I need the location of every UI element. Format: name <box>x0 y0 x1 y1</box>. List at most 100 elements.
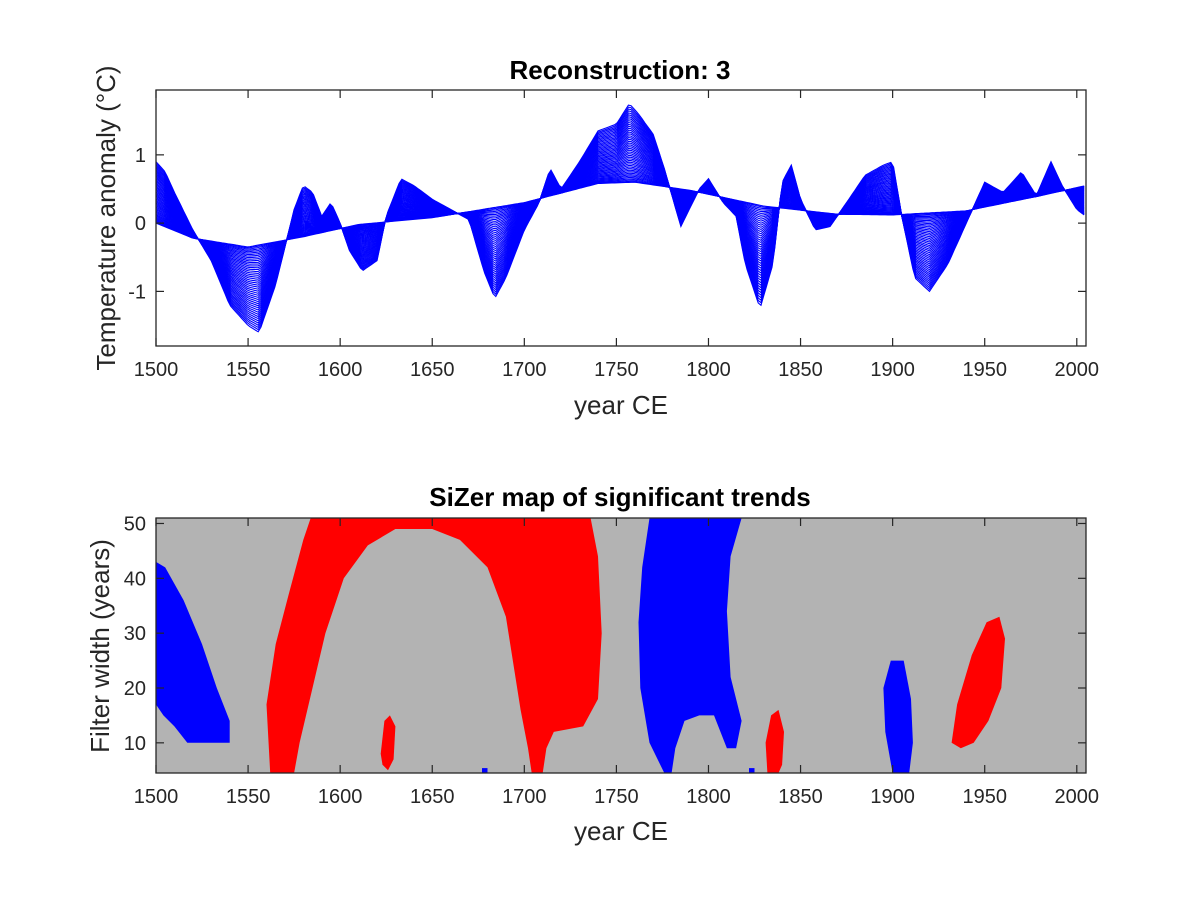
bottom-y-tick-label: 30 <box>124 623 146 645</box>
bottom-y-tick-label: 40 <box>124 568 146 590</box>
top-x-tick-label: 1500 <box>134 359 179 381</box>
sizer-region-decreasing <box>156 561 230 743</box>
top-curve-family <box>156 104 1085 333</box>
reconstruction-curve <box>156 127 1085 307</box>
reconstruction-curve <box>156 169 1085 260</box>
bottom-plot-frame <box>155 517 1087 774</box>
reconstruction-curve <box>156 153 1085 278</box>
reconstruction-curve <box>156 106 1085 331</box>
reconstruction-curve <box>156 137 1085 296</box>
top-x-axis: 1500 1550 1600 1650 1700 1750 1800 1850 1900 1950… <box>134 90 1099 381</box>
reconstruction-curve <box>156 146 1085 286</box>
top-x-tick-label: 1750 <box>594 359 639 381</box>
reconstruction-curve <box>156 131 1085 303</box>
bottom-x-tick-label: 1750 <box>594 786 639 808</box>
sizer-region-decreasing <box>749 768 755 773</box>
top-plot-frame <box>155 89 1087 347</box>
sizer-region-increasing <box>951 616 1005 749</box>
bottom-x-tick-label: 1800 <box>686 786 731 808</box>
reconstruction-curve <box>156 104 1085 333</box>
bottom-x-tick-label: 1950 <box>962 786 1007 808</box>
reconstruction-curve <box>156 120 1085 315</box>
bottom-x-tick-label: 1600 <box>318 786 363 808</box>
bottom-y-axis-label: Filter width (years) <box>85 539 115 753</box>
bottom-x-tick-label: 2000 <box>1055 786 1100 808</box>
reconstruction-curve <box>156 140 1085 292</box>
reconstruction-curve <box>156 142 1085 290</box>
bottom-y-axis: 10 20 30 40 50 <box>124 513 1086 755</box>
top-x-tick-label: 1550 <box>226 359 271 381</box>
top-x-tick-label: 1600 <box>318 359 363 381</box>
sizer-region-increasing <box>380 715 396 771</box>
reconstruction-curve <box>156 133 1085 301</box>
bottom-y-tick-label: 10 <box>124 733 146 755</box>
reconstruction-curve <box>156 144 1085 288</box>
top-x-tick-label: 1650 <box>410 359 455 381</box>
top-chart: Reconstruction: 3 1500 1550 1600 1650 1700 17… <box>91 55 1099 420</box>
sizer-region-increasing <box>765 709 784 773</box>
reconstruction-curve <box>156 178 1085 251</box>
bottom-x-tick-label: 1650 <box>410 786 455 808</box>
sizer-region-increasing <box>266 518 602 773</box>
sizer-regions <box>156 518 1005 773</box>
reconstruction-curve <box>156 163 1085 267</box>
reconstruction-curve <box>156 160 1085 271</box>
reconstruction-curve <box>156 138 1085 294</box>
top-y-tick-label: -1 <box>128 281 146 303</box>
bottom-x-tick-label: 1550 <box>226 786 271 808</box>
reconstruction-curve <box>156 158 1085 273</box>
reconstruction-curve <box>156 172 1085 257</box>
reconstruction-curve <box>156 116 1085 320</box>
reconstruction-curve <box>156 179 1085 250</box>
reconstruction-curve <box>156 123 1085 311</box>
reconstruction-curve <box>156 175 1085 254</box>
reconstruction-curve <box>156 161 1085 269</box>
top-x-tick-label: 1800 <box>686 359 731 381</box>
reconstruction-curve <box>156 112 1085 324</box>
sizer-region-decreasing <box>883 660 913 773</box>
top-y-tick-label: 1 <box>135 145 146 167</box>
bottom-y-tick-label: 20 <box>124 678 146 700</box>
reconstruction-curve <box>156 151 1085 280</box>
bottom-x-tick-label: 1700 <box>502 786 547 808</box>
top-y-axis: -1 0 1 <box>128 145 1086 303</box>
reconstruction-curve <box>156 114 1085 322</box>
bottom-chart-title: SiZer map of significant trends <box>429 482 810 512</box>
reconstruction-curve <box>156 129 1085 305</box>
reconstruction-curve <box>156 118 1085 318</box>
reconstruction-curve <box>156 180 1085 249</box>
reconstruction-curve <box>156 110 1085 326</box>
top-y-tick-label: 0 <box>135 213 146 235</box>
top-y-axis-label: Temperature anomaly (°C) <box>91 65 121 370</box>
reconstruction-curve <box>156 174 1085 256</box>
reconstruction-curve <box>156 149 1085 282</box>
reconstruction-curve <box>156 108 1085 329</box>
reconstruction-curve <box>156 171 1085 259</box>
sizer-region-decreasing <box>482 768 488 773</box>
top-x-tick-label: 1700 <box>502 359 547 381</box>
bottom-x-axis: 1500 1550 1600 1650 1700 1750 1800 1850 1900 1950… <box>134 518 1099 808</box>
bottom-y-tick-label: 50 <box>124 513 146 535</box>
reconstruction-curve <box>156 168 1085 262</box>
bottom-x-axis-label: year CE <box>574 816 668 846</box>
top-x-tick-label: 1850 <box>778 359 823 381</box>
top-x-tick-label: 2000 <box>1055 359 1100 381</box>
bottom-x-tick-label: 1900 <box>870 786 915 808</box>
reconstruction-curve <box>156 166 1085 264</box>
reconstruction-curve <box>156 135 1085 299</box>
reconstruction-curve <box>156 122 1085 313</box>
reconstruction-curve <box>156 177 1085 253</box>
reconstruction-curve <box>156 156 1085 274</box>
reconstruction-curve <box>156 154 1085 276</box>
bottom-x-tick-label: 1500 <box>134 786 179 808</box>
reconstruction-curve <box>156 125 1085 309</box>
sizer-region-decreasing <box>638 518 742 773</box>
top-x-axis-label: year CE <box>574 390 668 420</box>
top-x-tick-label: 1950 <box>962 359 1007 381</box>
reconstruction-curve <box>156 164 1085 265</box>
bottom-chart: SiZer map of significant trends 1500 1550… <box>85 482 1099 846</box>
reconstruction-curve <box>156 147 1085 284</box>
bottom-x-tick-label: 1850 <box>778 786 823 808</box>
top-x-tick-label: 1900 <box>870 359 915 381</box>
